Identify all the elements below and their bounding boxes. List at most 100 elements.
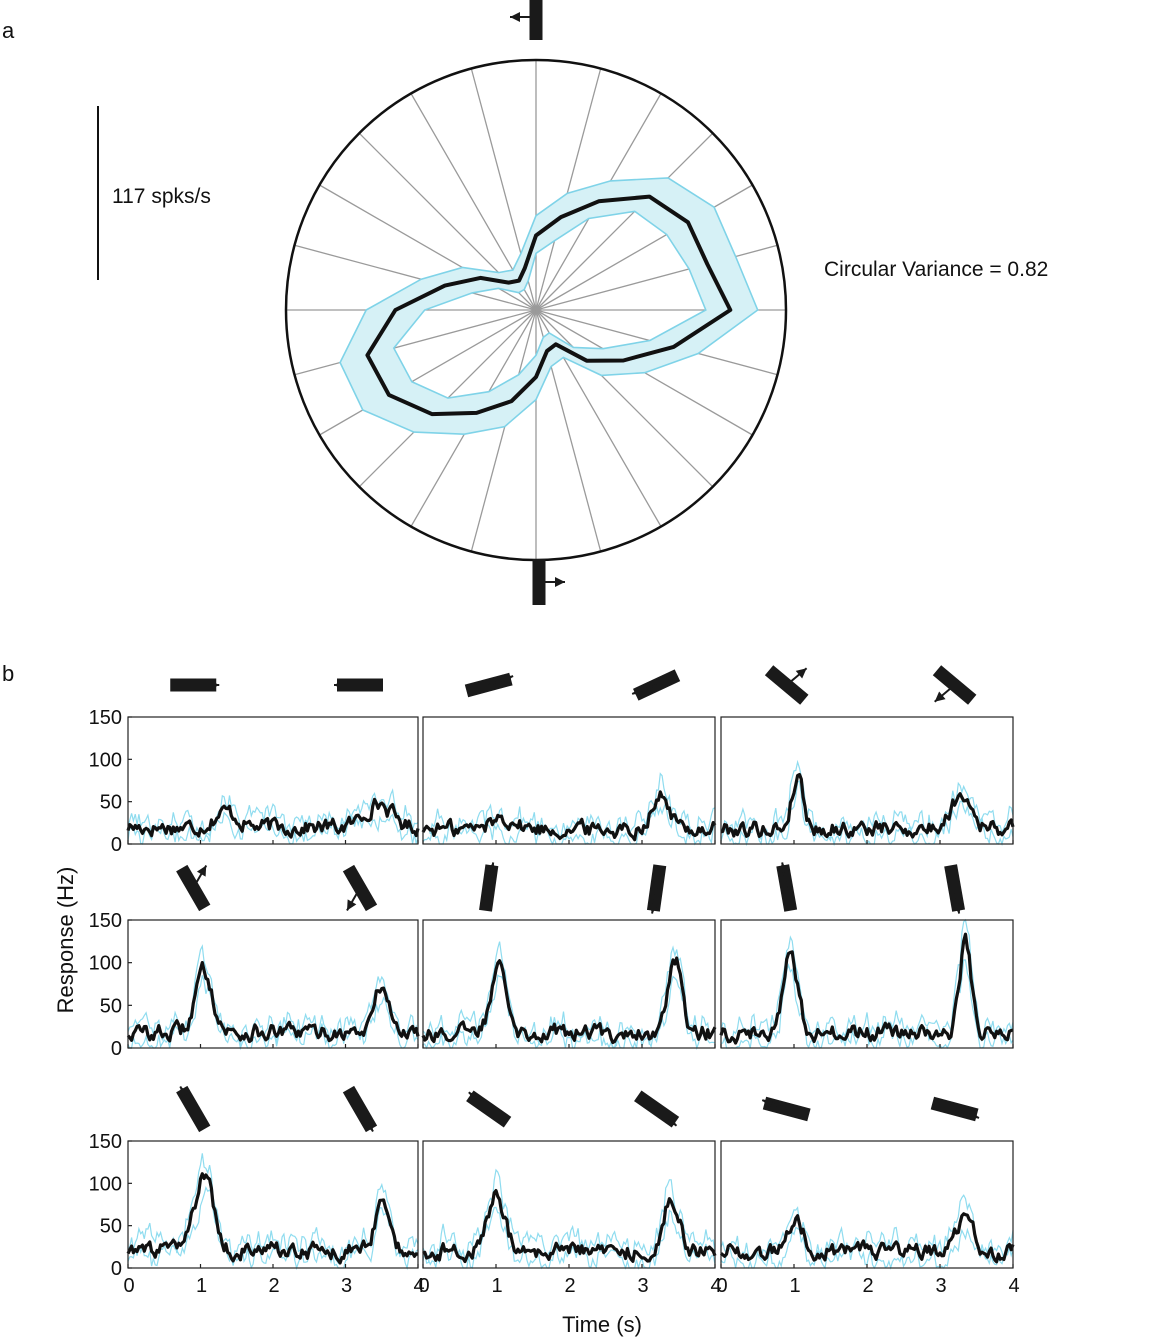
y-tick-label: 100 — [89, 953, 122, 975]
glyph-arrow-head — [180, 1086, 190, 1098]
x-tick-label: 1 — [491, 1275, 502, 1297]
stimulus-glyph — [170, 678, 220, 692]
response-subplot: 0 50 100 150 — [89, 678, 420, 856]
x-tick-label: 3 — [341, 1275, 352, 1297]
circular-variance-label: Circular Variance = 0.82 — [824, 258, 1048, 281]
mean-trace — [126, 797, 420, 839]
polar-glyphs — [510, 0, 565, 605]
stimulus-glyph — [932, 665, 977, 705]
y-tick-label: 100 — [89, 1173, 122, 1195]
polar-top-glyph — [510, 0, 543, 40]
response-subplot: 0 1 2 3 4 — [716, 1096, 1020, 1297]
mean-trace — [421, 956, 717, 1045]
polar-spoke — [470, 309, 537, 552]
glyph-arrow-head — [502, 674, 514, 685]
glyph-arrow-head — [632, 685, 644, 696]
glyph-arrow-head — [209, 680, 220, 690]
polar-spoke — [319, 309, 537, 436]
stimulus-glyph — [764, 665, 809, 705]
glyph-arrow-head — [510, 12, 520, 22]
polar-bottom-glyph — [532, 559, 565, 605]
stimulus-glyph — [930, 1096, 980, 1122]
x-tick-label: 2 — [268, 1275, 279, 1297]
glyph-arrow-head — [363, 1120, 373, 1132]
y-tick-label: 50 — [100, 1216, 122, 1238]
glyph-arrow-head — [967, 1109, 980, 1120]
y-tick-label: 150 — [89, 707, 122, 729]
trial-trace-lower — [127, 811, 419, 845]
panel-label-b: b — [2, 661, 14, 686]
stimulus-glyph — [631, 669, 681, 701]
glyph-bar — [529, 0, 543, 40]
y-axis-label: Response (Hz) — [53, 867, 78, 1014]
polar-plot: 117 spks/s Circular Variance = 0.82 — [97, 0, 1048, 605]
mean-trace — [720, 772, 1015, 839]
polar-band-upper — [339, 177, 759, 436]
stimulus-glyph — [466, 1090, 512, 1128]
glyph-arrow-head — [468, 1092, 480, 1103]
glyph-arrow-head — [795, 668, 807, 679]
trial-trace-lower — [127, 1185, 419, 1271]
x-tick-label: 3 — [637, 1275, 648, 1297]
stimulus-glyph — [176, 1085, 211, 1133]
scale-bar-label: 117 spks/s — [112, 185, 211, 208]
mean-trace — [421, 790, 717, 842]
trial-trace-lower — [422, 974, 716, 1051]
polar-band-lower — [392, 210, 707, 399]
stimulus-glyph — [334, 678, 383, 692]
glyph-arrow-head — [555, 577, 565, 587]
glyph-arrow-head — [648, 902, 659, 914]
polar-mean-line — [365, 194, 733, 417]
glyph-arrow-head — [778, 862, 789, 874]
x-tick-label: 1 — [789, 1275, 800, 1297]
polar-spoke — [535, 309, 714, 488]
x-tick-label: 4 — [413, 1275, 424, 1297]
x-axis-label: Time (s) — [562, 1312, 642, 1337]
y-tick-label: 150 — [89, 910, 122, 932]
y-tick-label: 50 — [100, 792, 122, 814]
x-tick-label: 4 — [1008, 1275, 1019, 1297]
stimulus-glyph — [342, 1085, 378, 1133]
y-tick-label: 150 — [89, 1131, 122, 1153]
x-tick-label: 0 — [716, 1275, 727, 1297]
stimulus-glyph — [776, 862, 798, 912]
glyph-arrow-head — [196, 865, 207, 877]
trial-trace-upper — [422, 1168, 716, 1264]
polar-spoke — [535, 68, 602, 311]
glyph-arrow-head — [665, 1115, 677, 1126]
trial-trace-upper — [422, 941, 716, 1048]
response-subplot — [421, 862, 717, 1051]
panel-label-a: a — [2, 18, 15, 43]
polar-spoke — [535, 132, 714, 311]
trial-trace-upper — [127, 788, 419, 837]
mean-trace — [126, 961, 420, 1044]
x-tick-label: 0 — [418, 1275, 429, 1297]
mean-trace — [126, 1172, 419, 1265]
y-tick-label: 50 — [100, 995, 122, 1017]
response-subplot: 0 50 100 150 — [89, 864, 420, 1060]
glyph-arrow-head — [347, 899, 357, 911]
polar-spoke — [294, 244, 537, 311]
mean-trace — [719, 932, 1014, 1045]
y-tick-label: 0 — [111, 834, 122, 856]
response-subplot — [720, 665, 1015, 847]
polar-spoke — [535, 184, 753, 311]
y-tick-label: 0 — [111, 1038, 122, 1060]
mean-trace — [719, 1212, 1015, 1264]
stimulus-glyph — [944, 864, 965, 914]
stimulus-glyph — [479, 862, 499, 912]
polar-mean — [365, 194, 733, 417]
response-subplot: 0 1 2 3 4 — [418, 1090, 722, 1297]
subplot-frame — [720, 716, 1014, 845]
polar-band — [339, 177, 759, 436]
glyph-arrow-head — [952, 902, 963, 914]
glyph-arrow-head — [762, 1098, 774, 1109]
stimulus-glyph — [176, 864, 211, 912]
stimulus-glyph — [342, 864, 378, 912]
glyph-arrow-head — [486, 862, 497, 874]
stimulus-glyph — [464, 672, 514, 698]
x-tick-label: 4 — [710, 1275, 721, 1297]
x-tick-label: 3 — [935, 1275, 946, 1297]
